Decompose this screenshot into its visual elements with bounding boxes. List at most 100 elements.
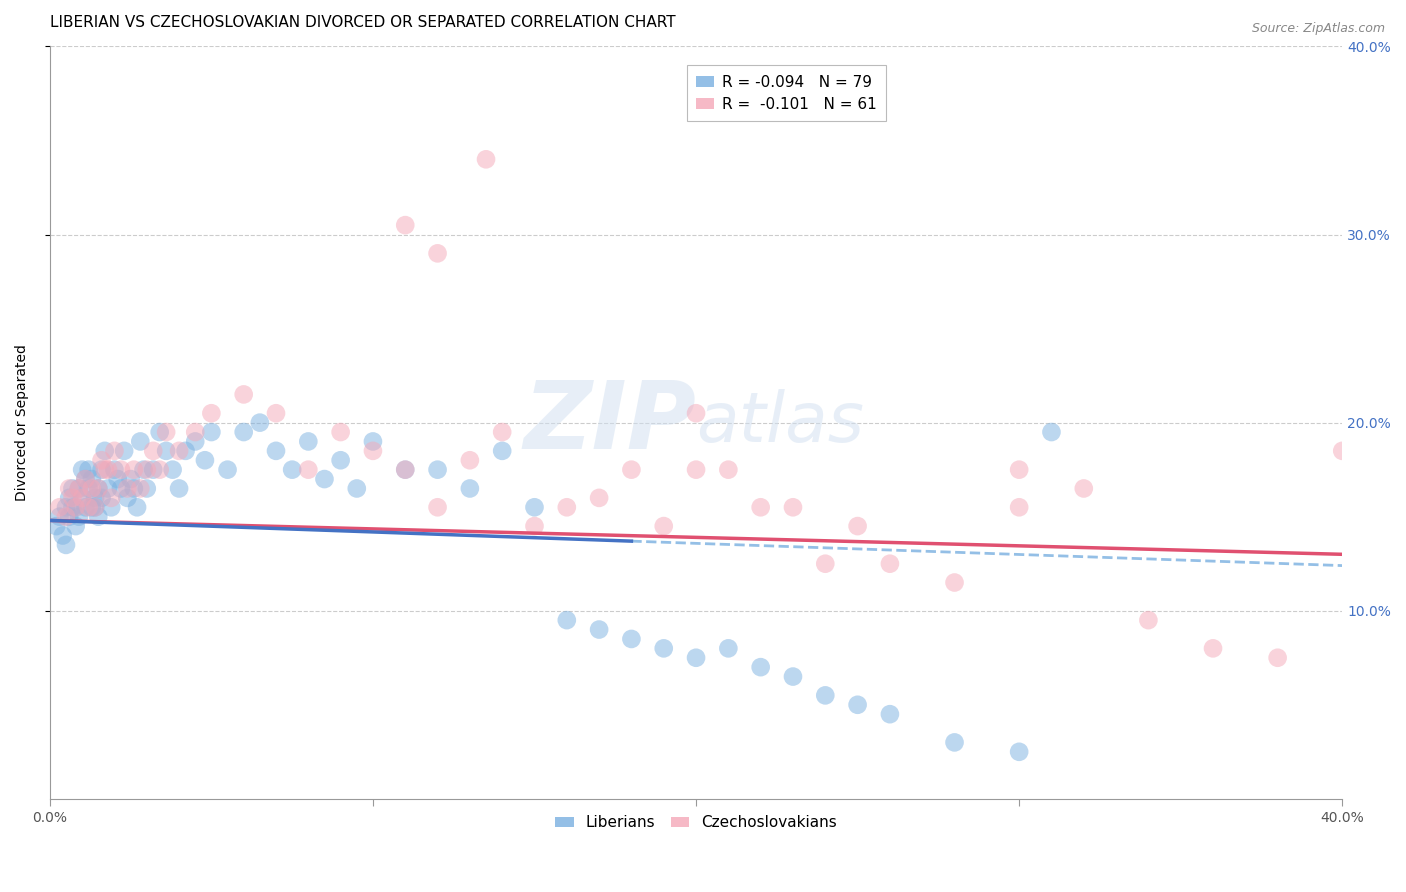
Point xyxy=(155,443,177,458)
Point xyxy=(120,472,142,486)
Point xyxy=(77,500,100,515)
Point xyxy=(132,463,155,477)
Point xyxy=(94,463,117,477)
Point xyxy=(97,463,120,477)
Point xyxy=(129,482,152,496)
Point xyxy=(97,482,120,496)
Point xyxy=(620,463,643,477)
Point xyxy=(52,528,75,542)
Point xyxy=(117,491,139,505)
Point xyxy=(782,669,804,683)
Point xyxy=(117,482,139,496)
Point xyxy=(107,472,129,486)
Point xyxy=(90,491,112,505)
Point xyxy=(329,425,352,439)
Point xyxy=(100,491,122,505)
Point xyxy=(491,425,513,439)
Point xyxy=(523,500,546,515)
Point xyxy=(1040,425,1063,439)
Point xyxy=(70,463,93,477)
Point xyxy=(184,425,207,439)
Point xyxy=(491,443,513,458)
Point xyxy=(55,538,77,552)
Point xyxy=(475,153,498,167)
Point xyxy=(879,557,901,571)
Point xyxy=(80,500,103,515)
Point xyxy=(155,425,177,439)
Point xyxy=(167,443,190,458)
Point xyxy=(749,500,772,515)
Point xyxy=(1008,463,1031,477)
Point xyxy=(1008,745,1031,759)
Point xyxy=(361,443,384,458)
Point xyxy=(782,500,804,515)
Point xyxy=(67,509,90,524)
Point xyxy=(129,434,152,449)
Point xyxy=(620,632,643,646)
Point xyxy=(45,519,67,533)
Point xyxy=(103,463,125,477)
Point xyxy=(62,491,84,505)
Point xyxy=(67,482,90,496)
Point xyxy=(814,689,837,703)
Point xyxy=(48,509,70,524)
Text: atlas: atlas xyxy=(696,389,865,456)
Point xyxy=(58,509,80,524)
Point xyxy=(65,500,87,515)
Point xyxy=(70,491,93,505)
Point xyxy=(717,641,740,656)
Point xyxy=(685,650,707,665)
Point xyxy=(588,623,610,637)
Point xyxy=(142,443,165,458)
Point xyxy=(58,482,80,496)
Point xyxy=(58,491,80,505)
Point xyxy=(426,463,449,477)
Point xyxy=(77,482,100,496)
Point xyxy=(1073,482,1095,496)
Point xyxy=(685,406,707,420)
Point xyxy=(555,613,578,627)
Point xyxy=(588,491,610,505)
Point xyxy=(297,463,319,477)
Point xyxy=(846,698,869,712)
Point xyxy=(1202,641,1225,656)
Y-axis label: Divorced or Separated: Divorced or Separated xyxy=(15,344,30,501)
Point xyxy=(846,519,869,533)
Point xyxy=(94,443,117,458)
Point xyxy=(100,500,122,515)
Point xyxy=(361,434,384,449)
Point xyxy=(174,443,197,458)
Point xyxy=(943,575,966,590)
Point xyxy=(200,425,222,439)
Point xyxy=(426,246,449,260)
Point xyxy=(184,434,207,449)
Text: LIBERIAN VS CZECHOSLOVAKIAN DIVORCED OR SEPARATED CORRELATION CHART: LIBERIAN VS CZECHOSLOVAKIAN DIVORCED OR … xyxy=(49,15,675,30)
Point xyxy=(80,482,103,496)
Point xyxy=(87,482,110,496)
Point xyxy=(458,453,481,467)
Point xyxy=(394,218,416,232)
Point xyxy=(426,500,449,515)
Point xyxy=(87,482,110,496)
Point xyxy=(1331,443,1354,458)
Point xyxy=(75,500,97,515)
Point xyxy=(112,443,135,458)
Point xyxy=(84,500,107,515)
Point xyxy=(103,443,125,458)
Point xyxy=(814,557,837,571)
Point xyxy=(75,472,97,486)
Point xyxy=(194,453,217,467)
Point xyxy=(167,482,190,496)
Point xyxy=(84,500,107,515)
Point xyxy=(1008,500,1031,515)
Point xyxy=(264,443,287,458)
Point xyxy=(652,519,675,533)
Point xyxy=(65,519,87,533)
Point xyxy=(125,500,148,515)
Point xyxy=(217,463,239,477)
Text: Source: ZipAtlas.com: Source: ZipAtlas.com xyxy=(1251,22,1385,36)
Point xyxy=(879,707,901,722)
Point xyxy=(149,463,172,477)
Point xyxy=(200,406,222,420)
Point xyxy=(48,500,70,515)
